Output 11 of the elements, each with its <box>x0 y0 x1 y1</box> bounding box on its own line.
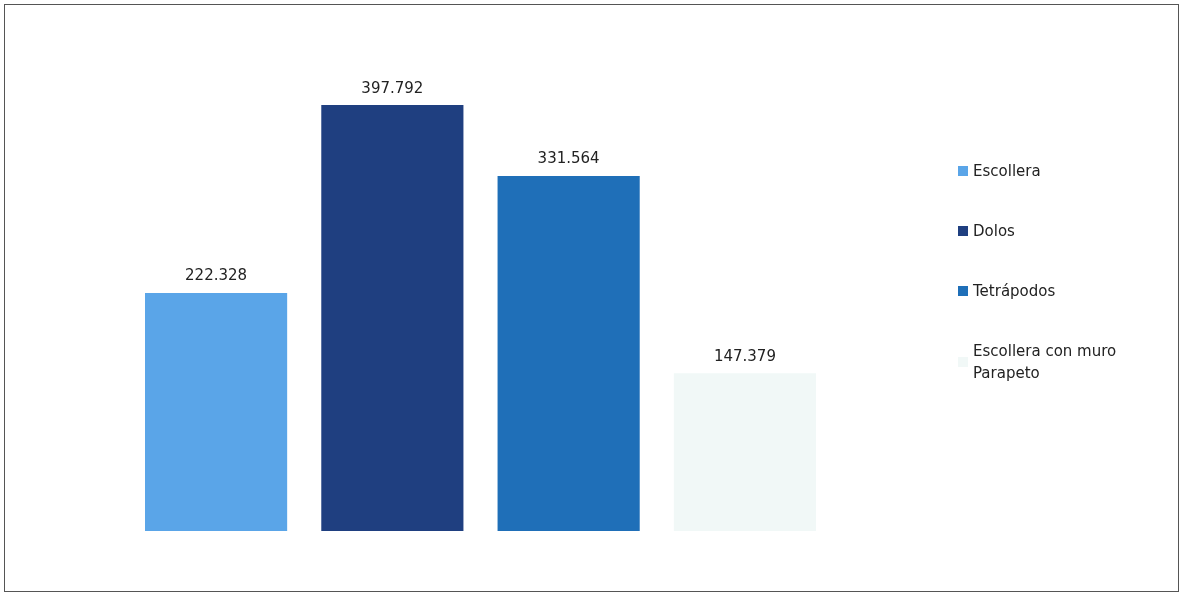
bar <box>145 292 288 531</box>
legend-label: Dolos <box>973 222 1016 240</box>
legend-label: Escollera con muro Parapeto <box>973 342 1122 382</box>
data-label: 222.328 <box>185 266 248 285</box>
data-label: 147.379 <box>713 346 776 365</box>
data-label: 397.792 <box>361 78 424 97</box>
legend-label: Escollera <box>973 162 1041 180</box>
data-label: 331.564 <box>537 149 600 168</box>
bar <box>321 105 464 531</box>
bar <box>497 175 640 531</box>
legend-label: Tetrápodos <box>972 282 1056 300</box>
